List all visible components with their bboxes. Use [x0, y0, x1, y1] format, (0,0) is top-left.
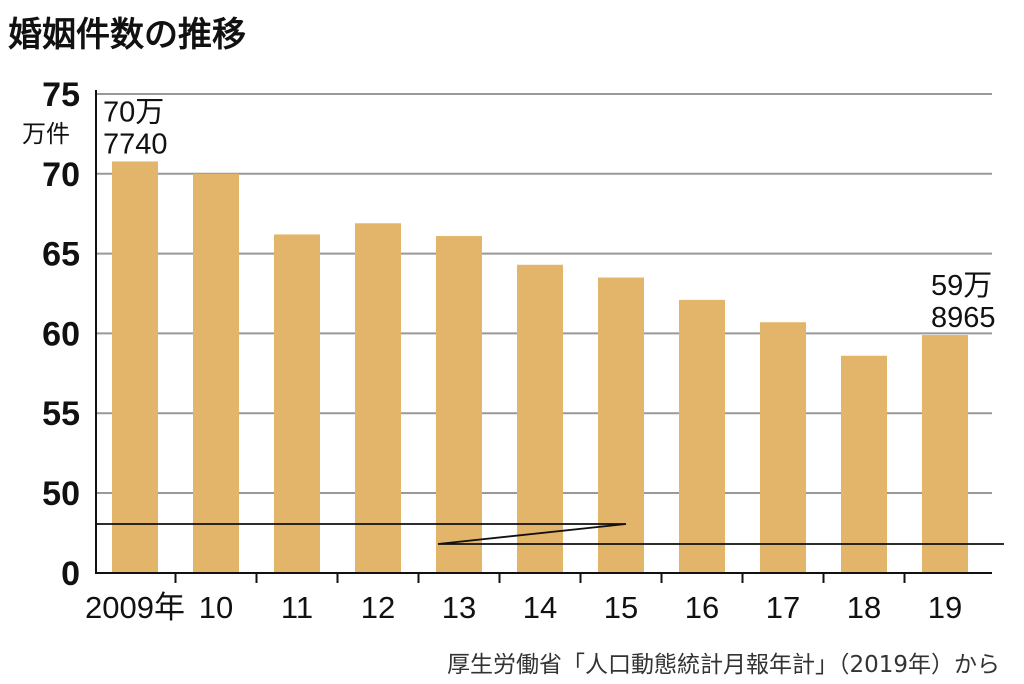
bar	[517, 264, 563, 573]
bar	[760, 322, 806, 573]
bar	[274, 234, 320, 573]
x-tick-label: 2009年	[85, 590, 185, 625]
y-tick-label: 0	[61, 555, 80, 593]
bar	[598, 277, 644, 573]
data-label: 8965	[931, 302, 996, 334]
data-label: 70万	[103, 96, 164, 128]
x-tick-label: 10	[199, 590, 233, 625]
x-tick-label: 17	[766, 590, 800, 625]
bar	[679, 299, 725, 573]
y-tick-label: 60	[42, 315, 80, 353]
y-tick-label: 75	[42, 76, 80, 114]
x-tick-label: 11	[281, 590, 313, 625]
x-tick-label: 13	[442, 590, 476, 625]
y-tick-label: 55	[42, 395, 80, 433]
data-label: 7740	[103, 128, 168, 160]
x-tick-label: 19	[928, 590, 962, 625]
y-tick-label: 65	[42, 236, 80, 274]
source-note: 厚生労働省「人口動態統計月報年計」（2019年）から	[447, 652, 1000, 678]
bar	[922, 335, 968, 573]
chart-title: 婚姻件数の推移	[8, 15, 246, 55]
axis-break-line	[96, 523, 1004, 545]
x-tick-label: 18	[847, 590, 881, 625]
y-tick-label: 70	[42, 156, 80, 194]
x-tick-label: 16	[685, 590, 719, 625]
y-tick-label: 50	[42, 475, 80, 513]
x-tick-label: 14	[523, 590, 557, 625]
bar	[193, 173, 239, 574]
bar	[841, 355, 887, 573]
y-tick-labels: 0 50 55 60 65 70 75	[42, 76, 80, 593]
axis-break	[96, 523, 1004, 545]
x-tick-label: 15	[604, 590, 638, 625]
axes	[95, 90, 992, 583]
bar	[112, 161, 158, 573]
y-unit-label: 万件	[22, 120, 70, 148]
x-tick-labels: 2009年 10 11 12 13 14 15 16 17 18 19	[85, 590, 962, 625]
bars	[112, 161, 968, 574]
bar	[436, 236, 482, 573]
bar	[355, 223, 401, 573]
data-label: 59万	[931, 270, 992, 302]
x-tick-label: 12	[361, 590, 395, 625]
